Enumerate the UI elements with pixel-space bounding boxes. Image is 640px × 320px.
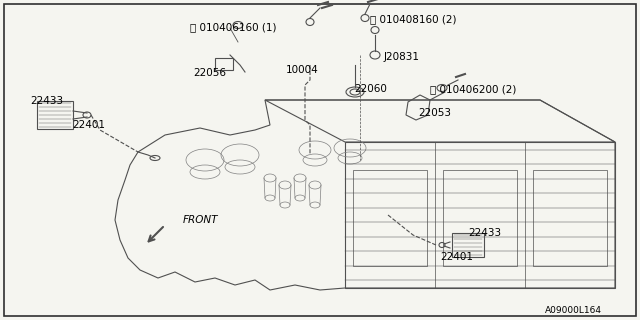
Bar <box>452 233 484 257</box>
Bar <box>353 170 427 266</box>
Text: A09000L164: A09000L164 <box>545 306 602 315</box>
Text: 22401: 22401 <box>440 252 473 262</box>
Text: FRONT: FRONT <box>183 215 218 225</box>
Bar <box>215 58 233 70</box>
Text: Ⓑ 010408160 (2): Ⓑ 010408160 (2) <box>370 14 456 24</box>
Bar <box>443 170 517 266</box>
Text: 22060: 22060 <box>354 84 387 94</box>
Text: 10004: 10004 <box>286 65 319 75</box>
Text: 22433: 22433 <box>468 228 501 238</box>
Text: 22053: 22053 <box>418 108 451 118</box>
Text: J20831: J20831 <box>384 52 420 62</box>
Text: 22056: 22056 <box>193 68 226 78</box>
Bar <box>37 101 73 129</box>
Text: Ⓑ 010406160 (1): Ⓑ 010406160 (1) <box>190 22 276 32</box>
Text: 22433: 22433 <box>30 96 63 106</box>
Bar <box>533 170 607 266</box>
Text: 22401: 22401 <box>72 120 105 130</box>
Text: Ⓑ 010406200 (2): Ⓑ 010406200 (2) <box>430 84 516 94</box>
